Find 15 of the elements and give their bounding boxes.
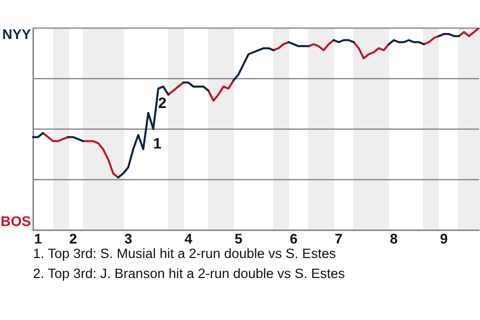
annotation: 2 <box>158 95 166 112</box>
x-tick-label: 9 <box>440 230 448 246</box>
annotation: 1 <box>153 136 162 153</box>
x-tick-label: 1 <box>34 230 42 246</box>
x-tick-label: 3 <box>124 230 132 246</box>
text: NYY <box>2 26 32 42</box>
text: 2. Top 3rd: J. Branson hit a 2-run double vs S. Estes <box>33 265 345 283</box>
x-tick-label: 4 <box>184 230 192 246</box>
x-tick-label: 7 <box>334 230 343 246</box>
x-tick-label: 6 <box>290 230 298 246</box>
x-tick-label: 8 <box>390 230 398 246</box>
text: 1. Top 3rd: S. Musial hit a 2-run double vs S. Estes <box>33 245 337 263</box>
x-tick-label: 5 <box>234 230 243 246</box>
x-tick-label: 2 <box>69 230 78 246</box>
text: BOS <box>0 212 31 229</box>
